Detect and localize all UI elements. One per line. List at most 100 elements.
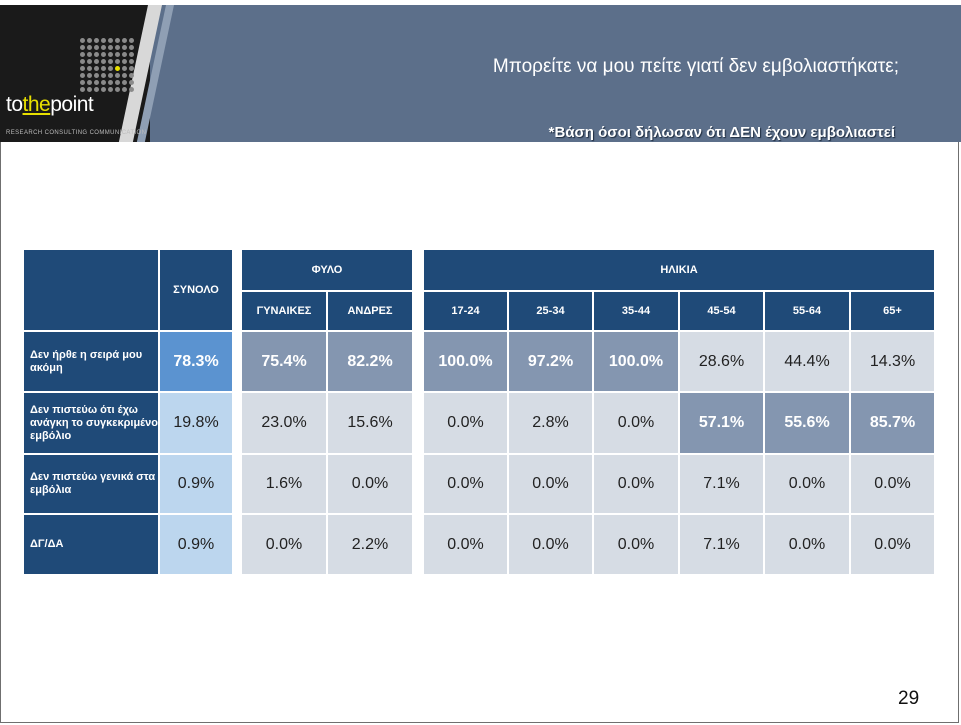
logo-dot bbox=[122, 45, 127, 50]
value-cell: 14.3% bbox=[851, 332, 934, 391]
logo-dot bbox=[80, 87, 85, 92]
logo-dot bbox=[87, 87, 92, 92]
logo-dot bbox=[101, 87, 106, 92]
logo-dot bbox=[115, 73, 120, 78]
logo-dot bbox=[80, 45, 85, 50]
logo-dot bbox=[101, 80, 106, 85]
logo-dot bbox=[94, 38, 99, 43]
logo-dot bbox=[94, 80, 99, 85]
logo-dot bbox=[87, 59, 92, 64]
logo-dot bbox=[94, 59, 99, 64]
value-cell: 85.7% bbox=[851, 393, 934, 453]
logo-dot bbox=[108, 45, 113, 50]
value-cell: 100.0% bbox=[594, 332, 678, 391]
row-label: Δεν ήρθε η σειρά μου ακόμη bbox=[24, 332, 158, 391]
logo-dot bbox=[122, 52, 127, 57]
logo-dot bbox=[101, 66, 106, 71]
logo-dot bbox=[108, 52, 113, 57]
logo-dot bbox=[94, 66, 99, 71]
logo-dot bbox=[80, 52, 85, 57]
slide-header: tothepoint RESEARCH CONSULTING COMMUNICA… bbox=[0, 0, 961, 142]
logo-dot bbox=[122, 38, 127, 43]
column-header: 55-64 bbox=[765, 292, 849, 330]
logo-dot bbox=[115, 66, 120, 71]
slide-title: Μπορείτε να μου πείτε γιατί δεν εμβολιασ… bbox=[492, 56, 899, 77]
logo-dot bbox=[101, 52, 106, 57]
row-label: ΔΓ/ΔΑ bbox=[24, 515, 158, 574]
value-cell: 2.8% bbox=[509, 393, 592, 453]
value-cell: 0.0% bbox=[509, 515, 592, 574]
logo-dot bbox=[129, 66, 134, 71]
total-value-cell: 0.9% bbox=[160, 455, 232, 513]
table-corner-cell bbox=[24, 250, 158, 330]
value-cell: 0.0% bbox=[594, 393, 678, 453]
row-label: Δεν πιστεύω γενικά στα εμβόλια bbox=[24, 455, 158, 513]
column-header: ΑΝΔΡΕΣ bbox=[328, 292, 412, 330]
value-cell: 0.0% bbox=[424, 393, 507, 453]
value-cell: 0.0% bbox=[242, 515, 326, 574]
logo-dot bbox=[115, 38, 120, 43]
logo-dot bbox=[87, 38, 92, 43]
column-header: 35-44 bbox=[594, 292, 678, 330]
logo-dot bbox=[94, 73, 99, 78]
top-line bbox=[0, 0, 961, 5]
logo-dot bbox=[122, 87, 127, 92]
column-header: 45-54 bbox=[680, 292, 763, 330]
logo-dot bbox=[101, 45, 106, 50]
page-number: 29 bbox=[898, 688, 920, 709]
logo-dot bbox=[122, 80, 127, 85]
total-header: ΣΥΝΟΛΟ bbox=[160, 250, 232, 330]
logo-dot bbox=[108, 80, 113, 85]
logo-dot bbox=[122, 66, 127, 71]
row-label: Δεν πιστεύω ότι έχω ανάγκη το συγκεκριμέ… bbox=[24, 393, 158, 453]
value-cell: 44.4% bbox=[765, 332, 849, 391]
logo-dot bbox=[80, 73, 85, 78]
logo-dot bbox=[129, 38, 134, 43]
value-cell: 0.0% bbox=[765, 515, 849, 574]
logo-dot bbox=[115, 45, 120, 50]
logo-dot bbox=[87, 66, 92, 71]
value-cell: 97.2% bbox=[509, 332, 592, 391]
value-cell: 0.0% bbox=[851, 515, 934, 574]
column-header: 17-24 bbox=[424, 292, 507, 330]
total-value-cell: 19.8% bbox=[160, 393, 232, 453]
value-cell: 1.6% bbox=[242, 455, 326, 513]
logo-dot bbox=[108, 59, 113, 64]
gender-group-header: ΦΥΛΟ bbox=[242, 250, 412, 290]
value-cell: 0.0% bbox=[424, 515, 507, 574]
logo-dot bbox=[115, 59, 120, 64]
logo-dot bbox=[94, 52, 99, 57]
value-cell: 82.2% bbox=[328, 332, 412, 391]
value-cell: 75.4% bbox=[242, 332, 326, 391]
header-banner bbox=[150, 5, 961, 142]
logo-dot-grid-icon bbox=[80, 38, 134, 92]
logo-dot bbox=[87, 45, 92, 50]
logo-dot bbox=[115, 80, 120, 85]
logo-dot bbox=[80, 66, 85, 71]
logo-dot bbox=[108, 73, 113, 78]
value-cell: 0.0% bbox=[424, 455, 507, 513]
value-cell: 0.0% bbox=[594, 515, 678, 574]
logo-dot bbox=[108, 87, 113, 92]
logo-dot bbox=[87, 52, 92, 57]
value-cell: 55.6% bbox=[765, 393, 849, 453]
logo-dot bbox=[129, 45, 134, 50]
logo-dot bbox=[87, 73, 92, 78]
logo-dot bbox=[94, 45, 99, 50]
logo-dot bbox=[101, 38, 106, 43]
logo-dot bbox=[101, 59, 106, 64]
column-header: 25-34 bbox=[509, 292, 592, 330]
logo-dot bbox=[129, 80, 134, 85]
logo-dot bbox=[115, 52, 120, 57]
logo-dot bbox=[94, 87, 99, 92]
value-cell: 57.1% bbox=[680, 393, 763, 453]
logo-dot bbox=[129, 87, 134, 92]
logo-dot bbox=[80, 38, 85, 43]
age-group-header: ΗΛΙΚΙΑ bbox=[424, 250, 934, 290]
total-value-cell: 78.3% bbox=[160, 332, 232, 391]
value-cell: 0.0% bbox=[328, 455, 412, 513]
logo-dot bbox=[80, 80, 85, 85]
logo-dot bbox=[122, 73, 127, 78]
value-cell: 100.0% bbox=[424, 332, 507, 391]
slide-subtitle: *Βάση όσοι δήλωσαν ότι ΔΕΝ έχουν εμβολια… bbox=[548, 124, 895, 141]
